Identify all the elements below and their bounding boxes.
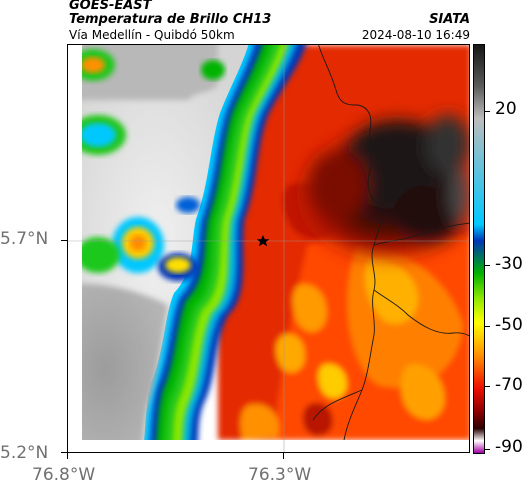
- bottom-nodata-strip: [68, 440, 469, 452]
- lon-label-76-3: 76.3°W: [248, 465, 312, 485]
- colorbar-label-m30: -30: [495, 254, 523, 274]
- lat-tick: [61, 240, 67, 241]
- colorbar-tick: [485, 111, 490, 112]
- dark-cold-core: [293, 115, 469, 265]
- colorbar-tick: [485, 449, 490, 450]
- graticule: [68, 45, 469, 452]
- administrative-boundaries: [312, 45, 469, 441]
- colorbar-label-20: 20: [495, 99, 517, 119]
- left-nodata-strip: [68, 45, 82, 452]
- satellite-map[interactable]: [67, 44, 470, 453]
- cold-cloud-left: [68, 45, 307, 452]
- lon-tick: [67, 453, 68, 459]
- lon-tick: [283, 453, 284, 459]
- colorbar-label-m90: -90: [495, 437, 523, 457]
- lat-label-5-2: 5.2°N: [0, 443, 49, 463]
- organization-label: SIATA: [429, 12, 470, 27]
- product-source-title: GOES-EAST: [69, 0, 152, 13]
- colorbar-label-m50: -50: [495, 315, 523, 335]
- lon-label-76-8: 76.8°W: [32, 465, 96, 485]
- colorbar-label-m70: -70: [495, 375, 523, 395]
- product-name-title: Temperatura de Brillo CH13: [69, 12, 272, 27]
- lat-tick: [61, 452, 67, 453]
- location-marker-star: [256, 235, 270, 247]
- colorbar-tick: [485, 386, 490, 387]
- lat-label-5-7: 5.7°N: [0, 229, 49, 249]
- colorbar-tick: [485, 265, 490, 266]
- colorbar-tick: [485, 326, 490, 327]
- route-subtitle: Vía Medellín - Quibdó 50km: [69, 28, 235, 42]
- colorbar: [473, 44, 485, 454]
- brightness-temperature-field: [68, 45, 469, 452]
- timestamp-label: 2024-08-10 16:49: [361, 28, 470, 42]
